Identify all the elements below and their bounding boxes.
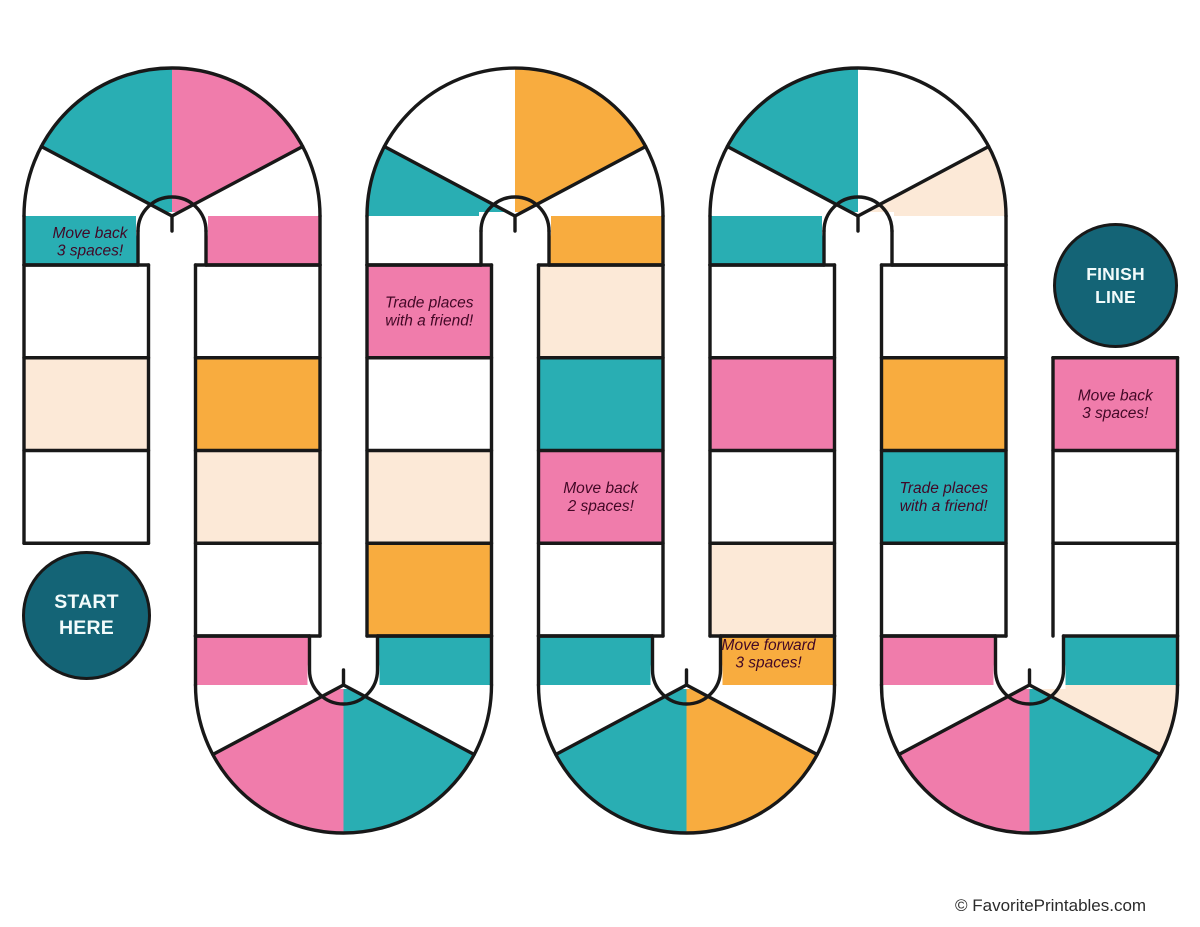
svg-text:3 spaces!: 3 spaces! <box>735 654 802 671</box>
svg-text:Move back: Move back <box>1078 387 1154 404</box>
svg-text:Move back: Move back <box>53 225 129 242</box>
svg-text:Trade places: Trade places <box>900 480 989 497</box>
svg-text:3 spaces!: 3 spaces! <box>57 242 124 259</box>
svg-text:3 spaces!: 3 spaces! <box>1082 405 1149 422</box>
svg-text:Trade places: Trade places <box>385 295 474 312</box>
svg-text:2 spaces!: 2 spaces! <box>567 498 635 515</box>
svg-text:with a friend!: with a friend! <box>900 498 989 515</box>
svg-text:Move back: Move back <box>563 480 639 497</box>
svg-text:with a friend!: with a friend! <box>385 312 474 329</box>
svg-text:Move forward: Move forward <box>722 637 817 654</box>
